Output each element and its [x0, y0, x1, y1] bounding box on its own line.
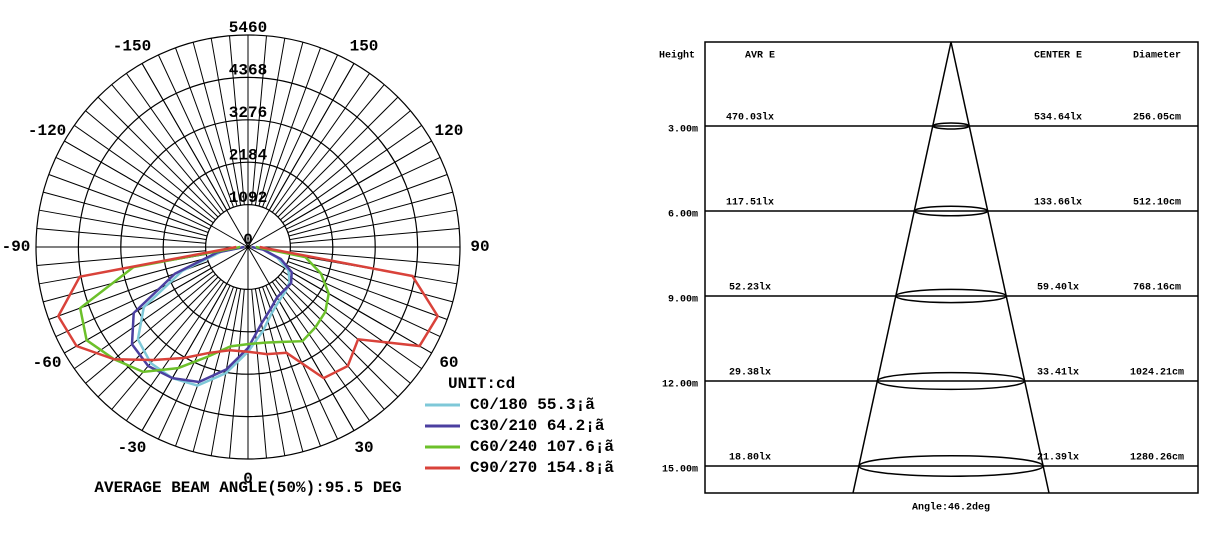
- ring: [35, 34, 461, 460]
- angle-grid-line: [247, 246, 355, 431]
- angle-tick-label: -150: [113, 37, 151, 55]
- avr-e: 29.38lx: [729, 367, 771, 379]
- avr-e: 117.51lx: [726, 197, 774, 209]
- angle-grid-line: [141, 246, 249, 431]
- height-label: 6.00m: [668, 210, 698, 221]
- series-curve: [78, 245, 330, 374]
- beam-angle-note: AVERAGE BEAM ANGLE(50%):95.5 DEG: [94, 479, 401, 497]
- height-label: 15.00m: [662, 465, 698, 476]
- angle-grid-line: [141, 63, 249, 248]
- center-e: 534.64lx: [1034, 112, 1082, 124]
- ring: [205, 204, 292, 291]
- beam-ellipse: [876, 371, 1026, 391]
- series-curve: [130, 245, 293, 384]
- beam-ellipse: [858, 455, 1044, 477]
- column-header: AVR E: [745, 51, 775, 62]
- cone-chart: Height AVR E CENTER E Diameter 3.00m 470.03lx…: [659, 41, 1199, 514]
- column-header: Diameter: [1133, 50, 1181, 62]
- angle-tick-label: -90: [2, 238, 31, 256]
- avr-e: 52.23lx: [729, 282, 771, 294]
- height-label: 12.00m: [662, 380, 698, 391]
- diameter: 1280.26cm: [1130, 453, 1184, 464]
- angle-tick-label: 120: [435, 122, 464, 140]
- frame: [704, 41, 1199, 494]
- angle-grid-line: [64, 140, 249, 248]
- angle-tick-label: 90: [470, 238, 489, 256]
- beam-ellipse: [931, 122, 971, 130]
- angle-grid-line: [247, 140, 432, 248]
- diameter: 768.16cm: [1133, 283, 1181, 294]
- legend-label: C30/210 64.2¡ã: [470, 417, 605, 435]
- height-label: 9.00m: [668, 295, 698, 306]
- center-e: 133.66lx: [1034, 197, 1082, 209]
- diameter: 256.05cm: [1133, 113, 1181, 124]
- r-tick-label: 4368: [229, 62, 267, 80]
- cone-side: [852, 41, 952, 494]
- r-tick-label: 0: [243, 231, 253, 249]
- column-header: Height: [659, 50, 695, 62]
- r-tick-label: 3276: [229, 104, 267, 122]
- column-header: CENTER E: [1034, 51, 1082, 62]
- angle-footer: Angle:46.2deg: [912, 502, 990, 514]
- legend-label: C90/270 154.8¡ã: [470, 459, 614, 477]
- cone-side: [950, 41, 1050, 494]
- height-label: 3.00m: [668, 125, 698, 136]
- polar-chart: -150 -120 -90 -60 -30 0 30 60 90 120 150 0 1092 2184 3…: [2, 19, 615, 497]
- angle-tick-label: 0: [243, 470, 253, 488]
- angle-grid-line: [247, 246, 432, 354]
- angle-grid-line: [64, 246, 249, 354]
- ring: [120, 119, 376, 375]
- beam-ellipse: [913, 205, 989, 217]
- angle-tick-label: -30: [118, 439, 147, 457]
- angle-tick-label: -120: [28, 122, 66, 140]
- ring: [77, 76, 419, 418]
- angle-grid-line: [247, 63, 355, 248]
- angle-tick-label: 150: [350, 37, 379, 55]
- angle-tick-label: -60: [33, 354, 62, 372]
- center-e: 33.41lx: [1037, 367, 1079, 379]
- angle-tick-label: 30: [354, 439, 373, 457]
- legend-label: C60/240 107.6¡ã: [470, 438, 614, 456]
- diameter: 1024.21cm: [1130, 368, 1184, 379]
- unit-label: UNIT:cd: [448, 375, 515, 393]
- angle-tick-label: 60: [439, 354, 458, 372]
- r-tick-label: 2184: [229, 146, 268, 164]
- avr-e: 470.03lx: [726, 112, 774, 124]
- beam-ellipse: [895, 288, 1007, 304]
- avr-e: 18.80lx: [729, 452, 771, 464]
- r-tick-label: 5460: [229, 19, 267, 37]
- series-curve: [56, 245, 440, 380]
- r-tick-label: 1092: [229, 189, 267, 207]
- legend-label: C0/180 55.3¡ã: [470, 396, 595, 414]
- ring: [162, 161, 334, 333]
- center-e: 21.39lx: [1037, 452, 1079, 464]
- center-e: 59.40lx: [1037, 282, 1079, 294]
- diameter: 512.10cm: [1133, 198, 1181, 209]
